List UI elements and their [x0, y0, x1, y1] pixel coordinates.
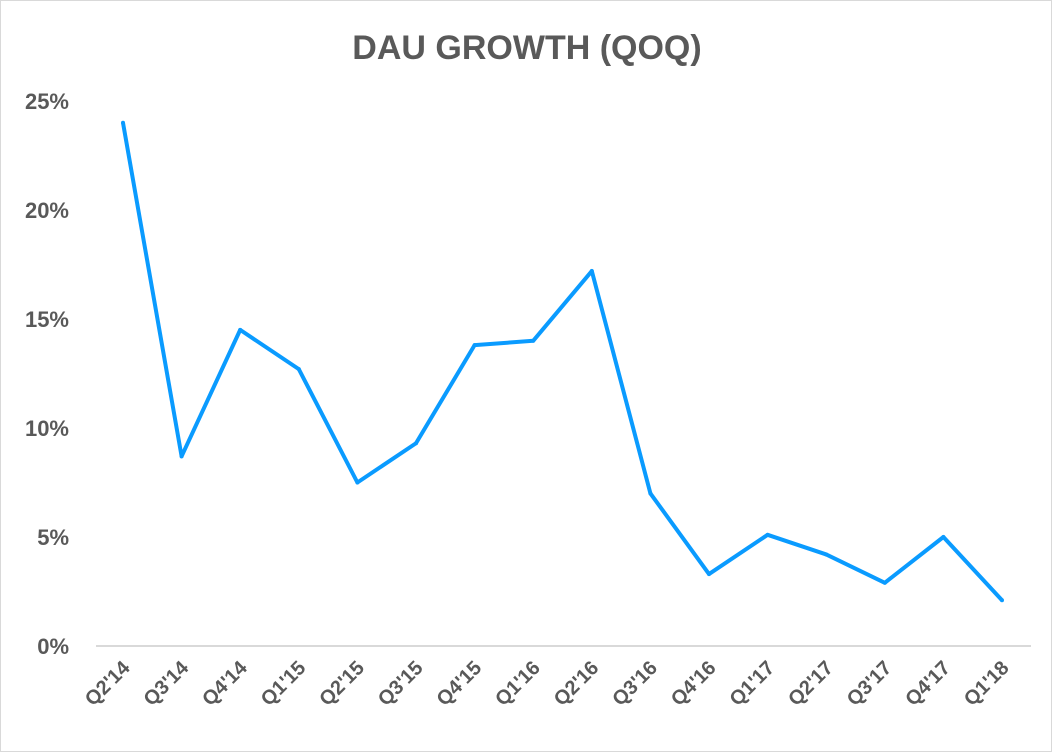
x-tick-label: Q3'17 [843, 657, 897, 711]
x-tick-label: Q1'18 [960, 657, 1014, 711]
x-tick-label: Q3'15 [374, 657, 428, 711]
y-tick-label: 20% [25, 198, 69, 223]
y-tick-label: 15% [25, 307, 69, 332]
x-tick-label: Q1'16 [491, 657, 545, 711]
y-tick-label: 10% [25, 416, 69, 441]
data-point [121, 120, 125, 125]
chart-title: DAU GROWTH (QOQ) [352, 29, 701, 67]
data-point [238, 327, 243, 332]
x-tick-label: Q3'16 [608, 657, 662, 711]
x-tick-label: Q2'17 [784, 657, 838, 711]
data-point [648, 491, 653, 496]
data-point [472, 343, 477, 348]
series-line [121, 122, 1004, 602]
y-tick-label: 5% [37, 525, 69, 550]
y-tick-label: 0% [37, 634, 69, 659]
data-point [414, 441, 418, 446]
x-tick-label: Q4'14 [198, 656, 252, 710]
data-point [355, 480, 360, 485]
data-point [589, 269, 594, 274]
x-tick-label: Q1'15 [257, 657, 311, 711]
x-tick-label: Q3'14 [140, 656, 194, 710]
x-tick-label: Q2'15 [315, 657, 369, 711]
x-tick-label: Q4'16 [667, 657, 721, 711]
data-point [707, 572, 711, 577]
data-point [882, 580, 887, 585]
data-point [1000, 598, 1004, 603]
data-point [531, 338, 536, 343]
x-tick-label: Q4'17 [901, 657, 955, 711]
data-point [941, 535, 946, 539]
data-point [824, 552, 829, 557]
x-tick-label: Q2'16 [550, 657, 604, 711]
data-point [765, 532, 770, 537]
x-tick-label: Q2'14 [81, 656, 135, 710]
data-point [296, 367, 301, 372]
x-tick-label: Q4'15 [433, 657, 487, 711]
data-point [179, 454, 184, 459]
x-tick-label: Q1'17 [726, 657, 780, 711]
y-tick-label: 25% [25, 89, 69, 114]
